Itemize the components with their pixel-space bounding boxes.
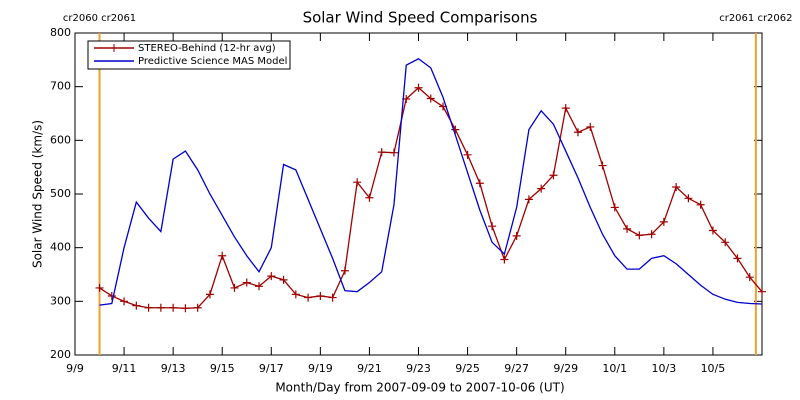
point-marker [647,230,656,239]
point-marker [475,179,484,188]
x-tick-label: 10/3 [652,362,677,375]
y-tick-label: 800 [50,26,71,39]
x-tick-label: 9/25 [455,362,480,375]
point-marker [721,238,730,247]
point-marker [610,203,619,212]
point-marker [205,290,214,299]
x-tick-label: 9/9 [66,362,84,375]
point-marker [169,303,178,312]
point-marker [242,278,251,287]
point-marker [426,94,435,103]
point-marker [524,195,533,204]
point-marker [156,303,165,312]
x-tick-label: 9/19 [308,362,333,375]
y-tick-label: 400 [50,241,71,254]
y-tick-label: 600 [50,133,71,146]
point-marker [488,222,497,231]
point-marker [684,194,693,203]
x-axis-label: Month/Day from 2007-09-09 to 2007-10-06 … [275,381,564,395]
point-marker [107,291,116,300]
point-marker [463,150,472,159]
point-marker [316,291,325,300]
series-line [99,57,763,306]
point-marker [758,287,766,296]
point-marker [573,128,582,137]
x-tick-label: 9/11 [112,362,137,375]
x-tick-label: 9/29 [553,362,578,375]
y-tick-label: 500 [50,187,71,200]
point-marker [635,231,644,240]
point-marker [193,303,202,312]
x-tick-label: 9/21 [357,362,382,375]
point-marker [537,184,546,193]
point-marker [132,301,141,310]
legend-marker [110,44,118,52]
point-marker [672,183,681,192]
annotation: cr2060 cr2061 [63,13,136,24]
point-marker [733,254,742,263]
y-tick-label: 200 [50,348,71,361]
y-axis-label: Solar Wind Speed (km/s) [31,120,45,268]
x-tick-label: 9/13 [161,362,186,375]
point-marker [181,304,190,313]
point-marker [279,275,288,284]
legend-label: Predictive Science MAS Model [138,56,287,67]
point-marker [500,255,509,264]
x-tick-label: 10/1 [602,362,627,375]
point-marker [353,178,362,187]
x-tick-label: 10/5 [701,362,726,375]
x-tick-label: 9/27 [504,362,529,375]
point-marker [340,266,349,275]
point-marker [365,193,374,202]
point-marker [549,171,558,180]
point-marker [95,283,104,292]
point-marker [561,104,570,113]
point-marker [255,282,264,291]
point-marker [389,148,398,157]
legend-box [87,40,291,70]
point-marker [586,122,595,131]
y-tick-label: 300 [50,294,71,307]
point-marker [230,283,239,292]
x-tick-label: 9/15 [210,362,235,375]
point-marker [120,297,129,306]
point-marker [708,226,717,235]
x-tick-label: 9/23 [406,362,431,375]
point-marker [377,148,386,157]
legend-label: STEREO-Behind (12-hr avg) [138,43,276,54]
point-marker [304,293,313,302]
point-marker [218,251,227,260]
point-marker [512,231,521,240]
point-marker [598,161,607,170]
point-marker [144,303,153,312]
x-tick-label: 9/17 [259,362,284,375]
point-marker [696,200,705,209]
y-tick-label: 700 [50,80,71,93]
point-marker [745,273,754,282]
point-marker [451,125,460,134]
annotation: cr2061 cr2062 [719,13,792,24]
point-marker [291,290,300,299]
point-marker [623,224,632,233]
point-marker [267,272,276,281]
point-marker [328,293,337,302]
point-marker [414,83,423,92]
chart-title: Solar Wind Speed Comparisons [303,9,538,27]
point-marker [659,217,668,226]
